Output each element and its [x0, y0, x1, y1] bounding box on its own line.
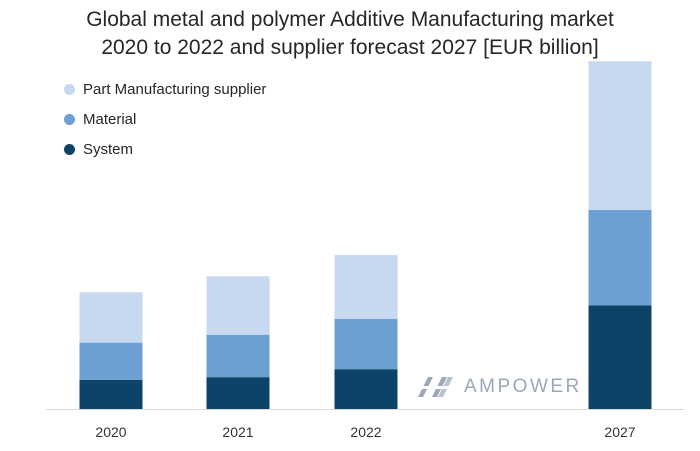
chart-title-line-1: Global metal and polymer Additive Manufa… [86, 8, 614, 31]
legend-label-system: System [83, 141, 134, 158]
legend-swatch-material [64, 114, 75, 125]
bar-system-2027 [588, 305, 652, 409]
legend-swatch-system [64, 144, 75, 155]
bar-material-2021 [206, 334, 270, 378]
chart-title-line-2: 2020 to 2022 and supplier forecast 2027 … [101, 36, 599, 59]
bar-supplier-2022 [334, 255, 398, 319]
ampower-logo-icon [418, 377, 453, 397]
bar-system-2021 [206, 377, 270, 409]
x-tick-label-2021: 2021 [222, 424, 253, 440]
legend-label-material: Material [83, 111, 137, 128]
legend-label-supplier: Part Manufacturing supplier [83, 81, 267, 98]
bar-system-2022 [334, 369, 398, 409]
x-tick-label-2020: 2020 [95, 424, 126, 440]
bar-material-2022 [334, 318, 398, 370]
legend-swatch-supplier [64, 84, 75, 95]
bar-supplier-2020 [79, 292, 143, 343]
bar-material-2020 [79, 342, 143, 380]
x-tick-label-2022: 2022 [350, 424, 381, 440]
chart-title: Global metal and polymer Additive Manufa… [0, 6, 700, 62]
watermark-text: AMPOWER [464, 376, 582, 397]
bar-system-2020 [79, 379, 143, 409]
bar-material-2027 [588, 209, 652, 306]
bar-supplier-2021 [206, 276, 270, 335]
x-tick-label-2027: 2027 [604, 424, 635, 440]
bar-supplier-2027 [588, 61, 652, 210]
